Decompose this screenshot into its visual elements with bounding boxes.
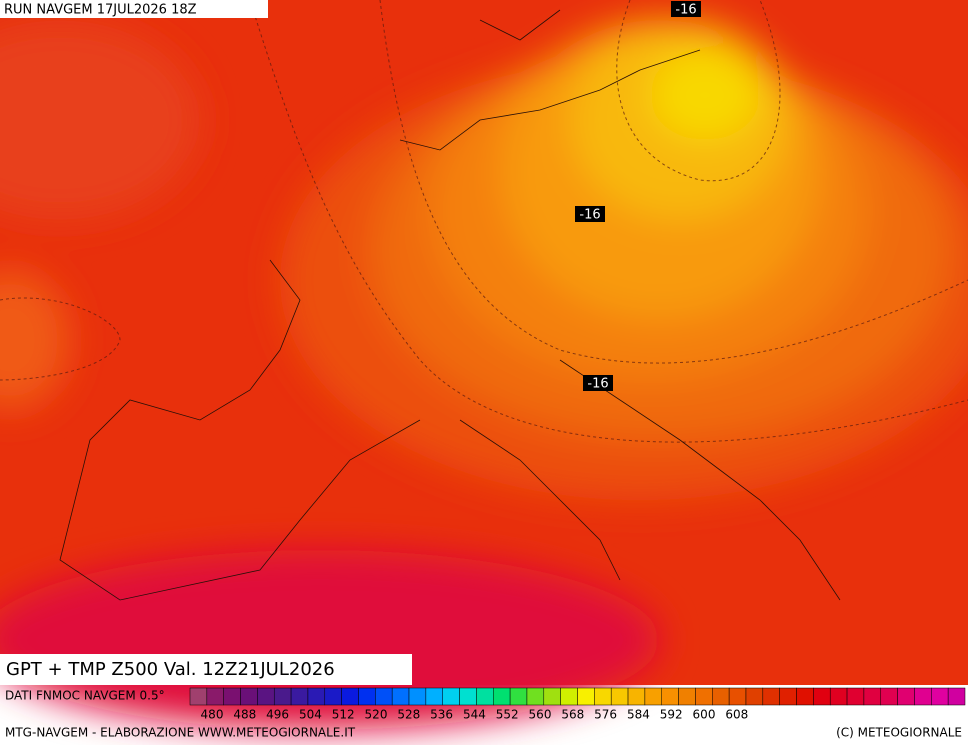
colorbar-swatch: [240, 687, 258, 706]
colorbar-swatch: [425, 687, 443, 706]
colorbar-tick-label: 592: [660, 708, 683, 722]
colorbar-swatch: [189, 687, 208, 706]
colorbar-swatch: [931, 687, 949, 706]
colorbar-tick-label: 504: [299, 708, 322, 722]
colorbar-swatch: [509, 687, 528, 706]
colorbar-swatch: [257, 687, 275, 706]
colorbar-swatch: [273, 687, 292, 706]
colorbar-swatch: [627, 687, 646, 706]
colorbar-swatch: [459, 687, 477, 706]
legend-source: DATI FNMOC NAVGEM 0.5°: [5, 689, 165, 703]
colorbar-swatch: [796, 687, 814, 706]
colorbar-swatch: [695, 687, 713, 706]
footer-copyright: (C) METEOGIORNALE: [836, 726, 962, 740]
colorbar-swatch: [846, 687, 865, 706]
colorbar-swatch: [391, 687, 410, 706]
colorbar-swatch: [661, 687, 679, 706]
header-box: [0, 0, 268, 18]
colorbar-swatch: [779, 687, 797, 706]
colorbar-tick-label: 576: [594, 708, 617, 722]
colorbar-tick-label: 512: [332, 708, 355, 722]
colorbar-tick-label: 568: [561, 708, 584, 722]
colorbar-swatch: [493, 687, 511, 706]
colorbar-swatch: [358, 687, 376, 706]
colorbar-swatch: [610, 687, 629, 706]
colorbar-swatch: [290, 687, 309, 706]
colorbar-tick-label: 480: [201, 708, 224, 722]
contour-labels: -16 -16 -16: [575, 1, 701, 392]
contour-label: -16: [675, 3, 696, 18]
colorbar-swatch: [712, 687, 730, 706]
colorbar-tick-label: 608: [725, 708, 748, 722]
colorbar-tick-label: 488: [233, 708, 256, 722]
colorbar-swatch: [206, 687, 224, 706]
colorbar-swatch: [408, 687, 427, 706]
colorbar-swatch: [897, 687, 915, 706]
colorbar-swatch: [476, 687, 494, 706]
colorbar-swatch: [880, 687, 898, 706]
colorbar-tick-label: 536: [430, 708, 453, 722]
colorbar-swatch: [914, 687, 932, 706]
colorbar-swatch: [560, 687, 578, 706]
title-box: [0, 654, 412, 685]
colorbar-swatch: [341, 687, 359, 706]
colorbar-swatch: [829, 687, 848, 706]
colorbar-swatch: [762, 687, 780, 706]
colorbar-swatch: [442, 687, 460, 706]
contour-label: -16: [587, 377, 608, 392]
colorbar-swatch: [863, 687, 882, 706]
colorbar-tick-label: 560: [529, 708, 552, 722]
map: [0, 0, 968, 730]
colorbar-swatch: [678, 687, 696, 706]
colorbar-tick-label: 528: [397, 708, 420, 722]
colorbar-tick-label: 520: [365, 708, 388, 722]
colorbar-tick-label: 552: [496, 708, 519, 722]
colorbar-swatch: [543, 687, 561, 706]
colorbar-swatch: [644, 687, 662, 706]
run-label: RUN NAVGEM 17JUL2026 18Z: [4, 3, 197, 18]
colorbar-swatch: [375, 687, 393, 706]
colorbar: 480 488 496 504 512 520 528 536 544 552 560 568 576 5…: [189, 687, 966, 722]
colorbar-swatch: [745, 687, 764, 706]
colorbar-swatch: [594, 687, 612, 706]
colorbar-swatch: [947, 687, 966, 706]
colorbar-swatch: [728, 687, 747, 706]
colorbar-swatch: [577, 687, 595, 706]
footer-credit: MTG-NAVGEM - ELABORAZIONE WWW.METEOGIORN…: [5, 726, 356, 740]
colorbar-swatch: [324, 687, 342, 706]
colorbar-tick-label: 584: [627, 708, 650, 722]
colorbar-swatch: [223, 687, 241, 706]
contour-label: -16: [579, 208, 600, 223]
colorbar-tick-label: 496: [266, 708, 289, 722]
colorbar-swatch: [307, 687, 326, 706]
colorbar-tick-label: 544: [463, 708, 486, 722]
colorbar-swatch: [526, 687, 545, 706]
colorbar-tick-label: 600: [693, 708, 716, 722]
map-title: GPT + TMP Z500 Val. 12Z21JUL2026: [6, 659, 335, 680]
colorbar-swatch: [813, 687, 831, 706]
